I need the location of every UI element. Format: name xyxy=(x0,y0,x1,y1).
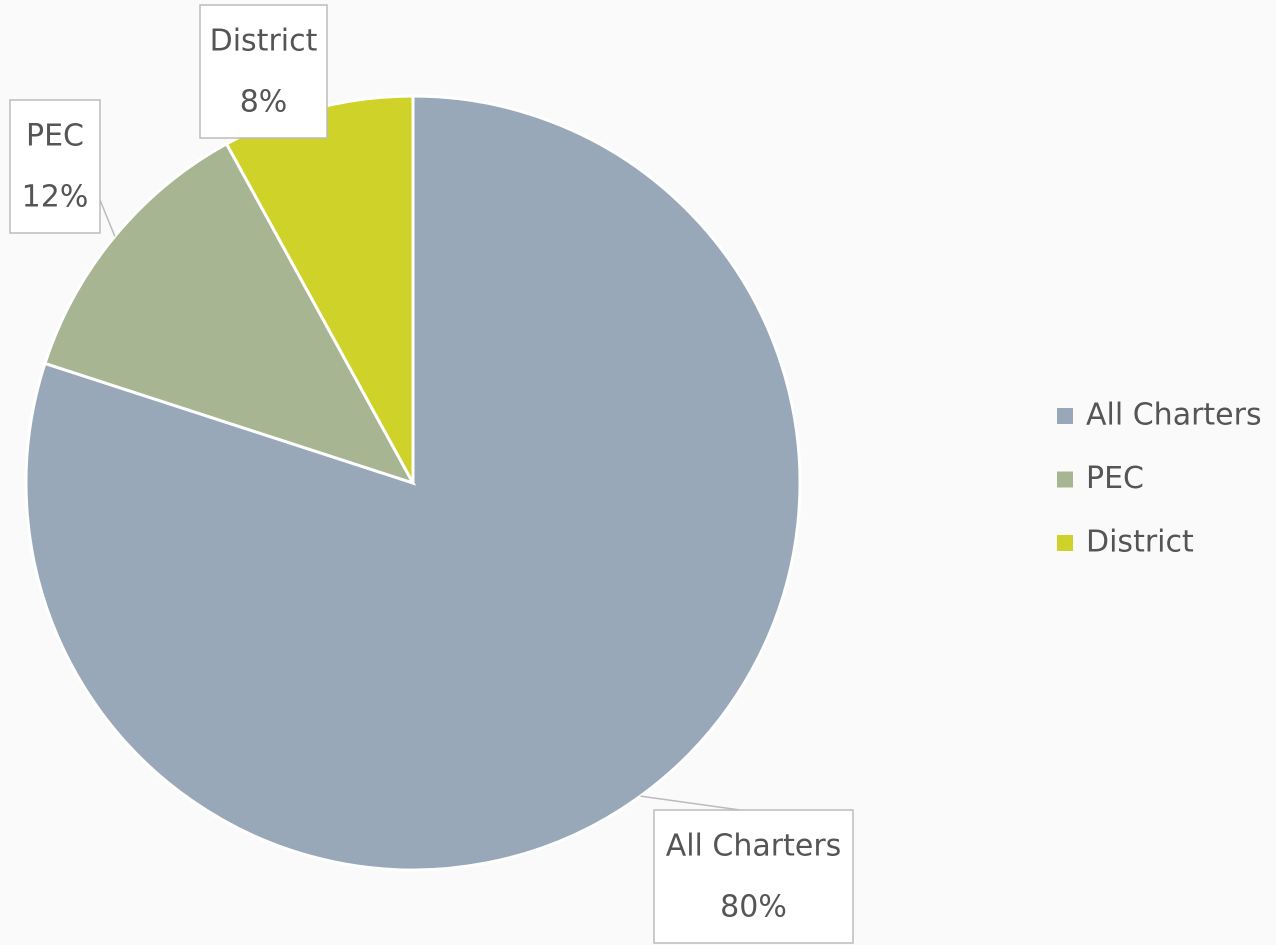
data-label-value: 12% xyxy=(22,180,89,215)
legend-swatch xyxy=(1057,408,1073,424)
label-box xyxy=(199,4,328,139)
legend-swatch xyxy=(1057,471,1073,488)
leader-line xyxy=(640,795,741,811)
legend-swatch xyxy=(1057,535,1073,551)
legend-label: All Charters xyxy=(1086,398,1262,433)
data-label-value: 8% xyxy=(240,85,288,120)
data-label-name: All Charters xyxy=(666,829,842,864)
leader-line xyxy=(99,199,116,237)
data-label-name: PEC xyxy=(26,119,84,154)
data-label-value: 80% xyxy=(720,890,787,925)
legend-label: PEC xyxy=(1086,461,1144,496)
label-box xyxy=(9,99,101,234)
legend-label: District xyxy=(1086,525,1194,560)
data-label-name: District xyxy=(210,24,318,59)
label-box xyxy=(653,809,854,944)
